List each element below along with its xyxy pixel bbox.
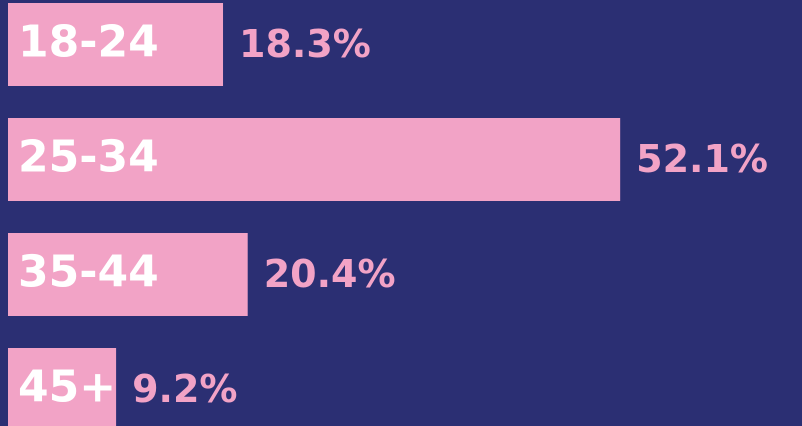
value-label: 52.1% (636, 137, 768, 181)
category-label: 25-34 (18, 132, 159, 183)
value-label: 18.3% (239, 22, 371, 66)
category-label: 35-44 (18, 247, 159, 298)
bar (8, 233, 248, 316)
bar (8, 3, 224, 86)
category-label: 45+ (18, 362, 116, 413)
value-label: 9.2% (132, 367, 237, 411)
bar (8, 118, 621, 201)
bar (8, 348, 117, 426)
value-label: 20.4% (264, 252, 396, 296)
category-label: 18-24 (18, 17, 159, 68)
